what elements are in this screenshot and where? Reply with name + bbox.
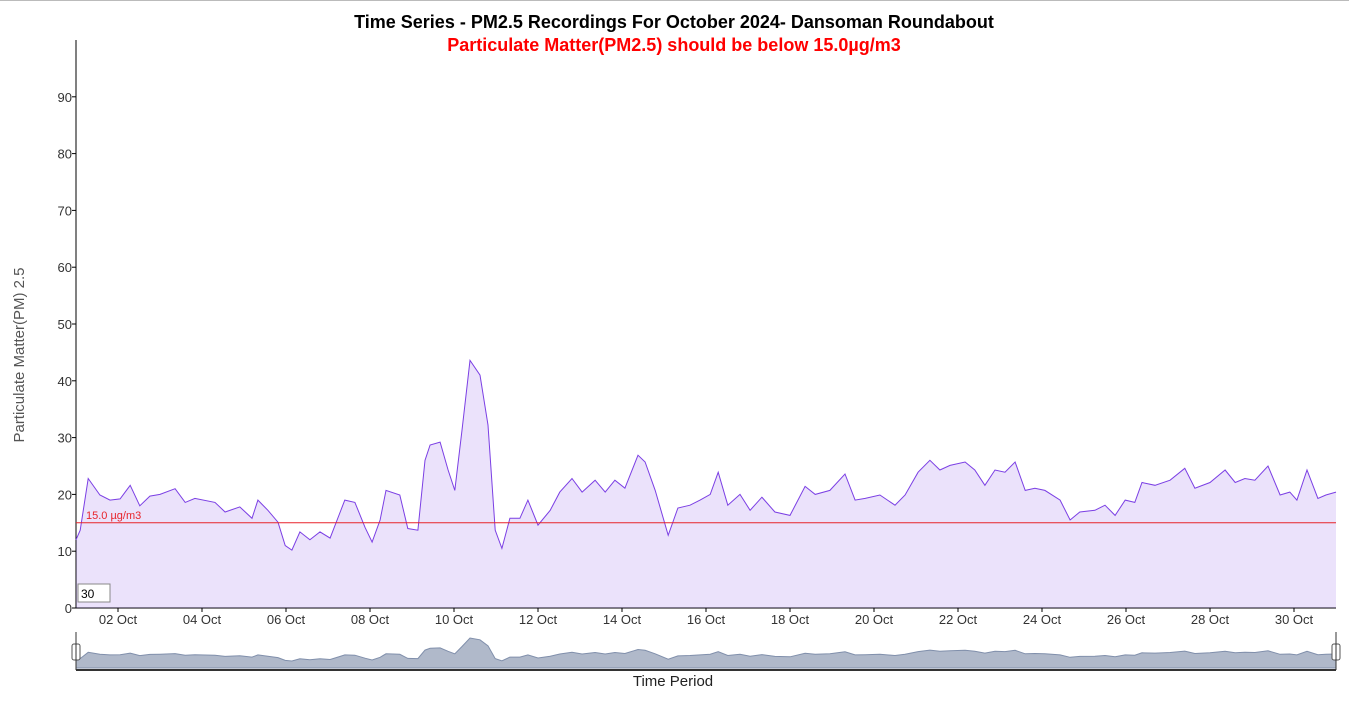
x-tick-label: 12 Oct [519, 612, 558, 627]
y-tick-label: 30 [58, 431, 72, 446]
area [76, 360, 1336, 608]
y-tick-label: 0 [65, 601, 72, 616]
x-tick-label: 02 Oct [99, 612, 138, 627]
y-axis-label: Particulate Matter(PM) 2.5 [11, 267, 28, 442]
x-tick-label: 20 Oct [855, 612, 894, 627]
y-tick-label: 90 [58, 90, 72, 105]
x-tick-label: 10 Oct [435, 612, 474, 627]
chart-subtitle: Particulate Matter(PM2.5) should be belo… [447, 35, 900, 55]
line [75, 359, 1337, 551]
x-tick-label: 14 Oct [603, 612, 642, 627]
x-tick-label: 26 Oct [1107, 612, 1146, 627]
y-tick-label: 80 [58, 147, 72, 162]
y-tick-label: 10 [58, 544, 72, 559]
range-selector-area [75, 637, 1337, 669]
x-tick-label: 06 Oct [267, 612, 306, 627]
x-tick-label: 24 Oct [1023, 612, 1062, 627]
x-tick-label: 04 Oct [183, 612, 222, 627]
x-tick-label: 28 Oct [1191, 612, 1230, 627]
y-tick-label: 40 [58, 374, 72, 389]
y-tick-label: 70 [58, 203, 72, 218]
x-tick-label: 16 Oct [687, 612, 726, 627]
y-tick-label: 50 [58, 317, 72, 332]
x-tick-label: 18 Oct [771, 612, 810, 627]
x-axis-label: Time Period [633, 673, 713, 690]
y-tick-label: 20 [58, 487, 72, 502]
x-tick-label: 22 Oct [939, 612, 978, 627]
x-tick-label: 08 Oct [351, 612, 390, 627]
roll-period-input[interactable] [77, 583, 111, 603]
chart-title: Time Series - PM2.5 Recordings For Octob… [354, 12, 994, 32]
roll-period-value: 30 [81, 587, 95, 601]
threshold-label: 15.0 µg/m3 [86, 510, 141, 522]
x-tick-label: 30 Oct [1275, 612, 1314, 627]
y-tick-label: 60 [58, 260, 72, 275]
